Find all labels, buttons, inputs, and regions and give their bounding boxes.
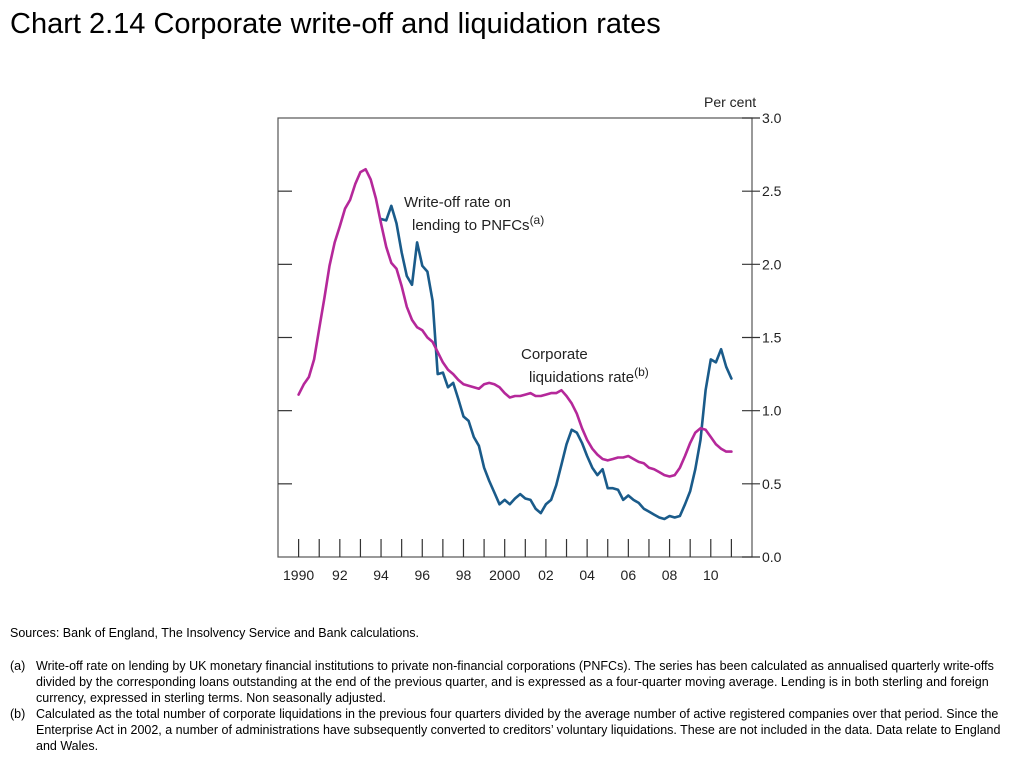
series-label-1-line-1: Write-off rate on	[404, 194, 511, 211]
series-label-2-line-1: Corporate	[521, 346, 588, 363]
series-label-2-line-2: liquidations rate(b)	[529, 365, 649, 386]
plot-frame	[277, 117, 753, 558]
x-tick-label: 96	[414, 567, 430, 583]
x-tick-label: 02	[538, 567, 554, 583]
y-tick-label: 1.0	[762, 403, 782, 419]
y-tick-label: 1.5	[762, 330, 782, 346]
x-tick-label: 94	[373, 567, 389, 583]
x-tick-label: 06	[621, 567, 637, 583]
footnote-label: (a)	[10, 659, 26, 673]
x-tick-label: 2000	[489, 567, 520, 583]
series-line-2	[297, 167, 733, 478]
series-line-1	[379, 204, 733, 521]
line-chart: Per cent 0.0 0.5 1.0 1.5 2.0 2.5 3.0 1990 92 94 96 9…	[277, 94, 782, 583]
x-tick-label: 98	[456, 567, 472, 583]
footnote-label: (b)	[10, 707, 26, 721]
footnote-a: (a) Write-off rate on lending by UK mone…	[10, 658, 1010, 706]
footnote-text: Calculated as the total number of corpor…	[36, 707, 1001, 753]
annotation-layer: Write-off rate on lending to PNFCs(a) Corp…	[404, 194, 649, 386]
x-tick-label: 10	[703, 567, 719, 583]
y-tick-label: 0.0	[762, 549, 782, 565]
page-title: Chart 2.14 Corporate write-off and liqui…	[10, 8, 661, 40]
series-label-sup: (b)	[634, 365, 649, 379]
y-tick-label: 3.0	[762, 110, 782, 126]
series-label-1-line-2: lending to PNFCs(a)	[412, 213, 544, 234]
series-layer	[297, 167, 733, 521]
footnotes: (a) Write-off rate on lending by UK mone…	[10, 658, 1010, 754]
sources-note: Sources: Bank of England, The Insolvency…	[10, 626, 420, 640]
x-tick-label: 92	[332, 567, 348, 583]
x-tick-label: 04	[579, 567, 595, 583]
y-tick-label: 2.5	[762, 183, 782, 199]
y-axis-label: Per cent	[704, 94, 756, 110]
x-tick-label: 1990	[283, 567, 314, 583]
y-tick-label: 0.5	[762, 476, 782, 492]
footnote-b: (b) Calculated as the total number of co…	[10, 706, 1010, 754]
y-tick-label: 2.0	[762, 256, 782, 272]
x-tick-label: 08	[662, 567, 678, 583]
axes: Per cent 0.0 0.5 1.0 1.5 2.0 2.5 3.0 1990 92 94 96 9…	[277, 94, 782, 583]
series-label-sup: (a)	[530, 213, 545, 227]
footnote-text: Write-off rate on lending by UK monetary…	[36, 659, 994, 705]
